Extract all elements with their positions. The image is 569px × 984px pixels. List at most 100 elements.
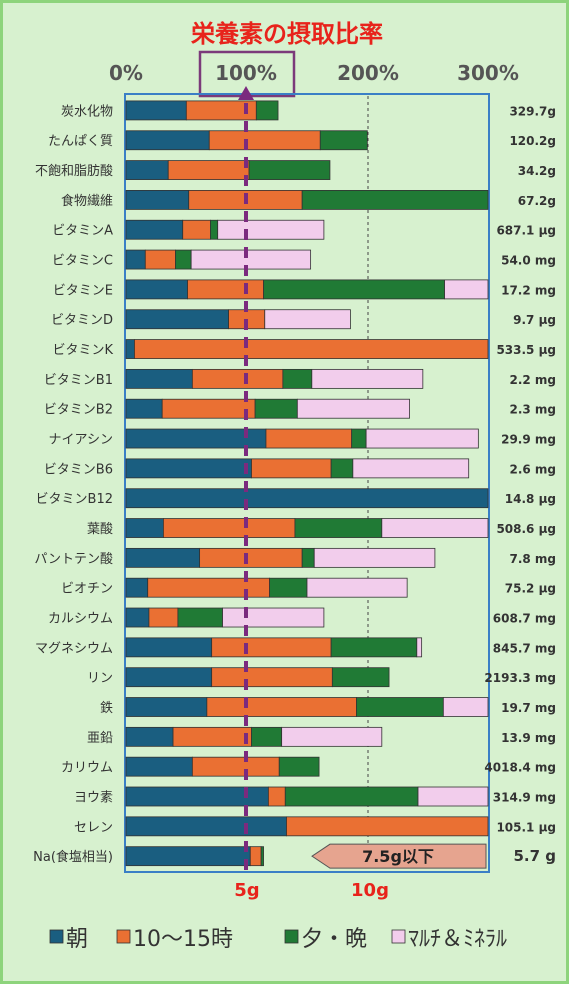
category-label: カリウム xyxy=(61,761,113,776)
bottom-tick-label: 10g xyxy=(351,880,389,901)
plot-area xyxy=(124,93,490,873)
category-label: ビタミンC xyxy=(52,254,113,269)
bar-segment xyxy=(248,160,331,180)
bar-segment xyxy=(264,309,351,330)
bar-segment xyxy=(296,398,410,419)
bar-segment xyxy=(260,846,264,867)
bar-segment xyxy=(222,607,325,628)
amount-label: 845.7 mg xyxy=(493,641,556,655)
bar-segment xyxy=(210,219,219,240)
category-label: パントテン酸 xyxy=(34,552,113,567)
bar-segment xyxy=(134,339,489,359)
bar-segment xyxy=(267,786,286,807)
sodium-target-label: 7.5g以下 xyxy=(362,847,434,866)
bar-segment xyxy=(351,428,367,449)
legend-label: 10〜15時 xyxy=(133,927,233,952)
bar-segment xyxy=(319,130,368,151)
category-label: 葉酸 xyxy=(87,522,113,537)
bar-segment xyxy=(442,697,489,717)
bar-segment xyxy=(211,667,333,688)
bar-segment xyxy=(125,368,193,389)
amount-label: 2.3 mg xyxy=(509,403,556,417)
bar-segment xyxy=(125,398,163,419)
bar-segment xyxy=(356,697,444,717)
bar-segment xyxy=(191,368,284,389)
legend-swatch xyxy=(391,929,406,944)
bar-segment xyxy=(278,756,320,777)
category-label: 食物繊維 xyxy=(61,193,113,209)
bar-segment xyxy=(125,547,201,568)
legend-swatch xyxy=(116,929,131,944)
bar-segment xyxy=(294,518,383,538)
bar-segment xyxy=(172,726,252,747)
bar-segment xyxy=(313,547,436,568)
bar-segment xyxy=(177,607,223,628)
amount-label: 4018.4 mg xyxy=(484,761,556,775)
bar-segment xyxy=(301,547,315,568)
bar-segment xyxy=(190,249,312,270)
bar-segment xyxy=(125,697,208,717)
bar-segment xyxy=(125,219,184,240)
legend-swatch xyxy=(284,929,299,944)
bar-segment xyxy=(187,279,264,300)
category-label: マグネシウム xyxy=(35,641,113,656)
bar-segment xyxy=(125,339,135,359)
bar-segment xyxy=(125,130,210,151)
bar-segment xyxy=(251,726,283,747)
bar-segment xyxy=(147,577,270,598)
bar-segment xyxy=(125,488,489,509)
bar-segment xyxy=(125,279,188,300)
bottom-tick-label: 5g xyxy=(234,880,259,901)
bar-segment xyxy=(263,279,445,300)
bar-segment xyxy=(417,786,489,807)
bar-segment xyxy=(284,786,419,807)
category-label: ビオチン xyxy=(61,582,113,597)
amount-label: 14.8 μg xyxy=(505,492,556,506)
bar-segment xyxy=(161,398,256,419)
category-label: ビタミンB6 xyxy=(44,462,113,477)
amount-label: 17.2 mg xyxy=(501,283,556,297)
legend-label: 朝 xyxy=(66,927,88,952)
amount-label: 29.9 mg xyxy=(501,433,556,447)
chart-title: 栄養素の摂取比率 xyxy=(190,20,383,48)
category-label: ビタミンK xyxy=(52,343,113,358)
bar-segment xyxy=(206,697,357,717)
x-tick-label: 200% xyxy=(337,61,399,85)
amount-label: 7.8 mg xyxy=(509,552,556,566)
bar-segment xyxy=(265,428,353,449)
amount-label: 120.2g xyxy=(509,134,556,148)
legend-label: ﾏﾙﾁ＆ﾐﾈﾗﾙ xyxy=(408,927,507,952)
bar-segment xyxy=(125,190,190,210)
amount-label: 34.2g xyxy=(518,164,556,178)
amount-label: 314.9 mg xyxy=(493,791,556,805)
x-tick-label: 0% xyxy=(109,61,143,85)
bar-segment xyxy=(125,846,251,867)
bar-segment xyxy=(251,458,332,479)
category-label: ビタミンB1 xyxy=(44,373,113,388)
amount-label: 5.7 g xyxy=(513,847,556,865)
bar-segment xyxy=(301,190,489,210)
amount-label: 19.7 mg xyxy=(501,701,556,715)
amount-label: 105.1 μg xyxy=(496,820,556,834)
category-label: ビタミンB12 xyxy=(36,492,113,507)
amount-label: 13.9 mg xyxy=(501,731,556,745)
bar-segment xyxy=(211,637,332,658)
legend-swatch xyxy=(49,929,64,944)
category-label: 亜鉛 xyxy=(87,731,113,746)
category-label: ビタミンE xyxy=(53,283,113,298)
bar-segment xyxy=(125,518,164,538)
bar-segment xyxy=(163,518,296,538)
bar-segment xyxy=(125,160,169,180)
bar-segment xyxy=(311,368,424,389)
category-label: ビタミンB2 xyxy=(44,403,113,418)
category-label: セレン xyxy=(74,820,113,835)
bar-segment xyxy=(125,577,149,598)
amount-label: 608.7 mg xyxy=(493,612,556,626)
category-label: 炭水化物 xyxy=(61,104,113,119)
category-label: カルシウム xyxy=(48,612,113,627)
amount-label: 508.6 μg xyxy=(496,522,556,536)
category-label: ビタミンA xyxy=(52,224,113,239)
category-label: ビタミンD xyxy=(51,313,113,328)
